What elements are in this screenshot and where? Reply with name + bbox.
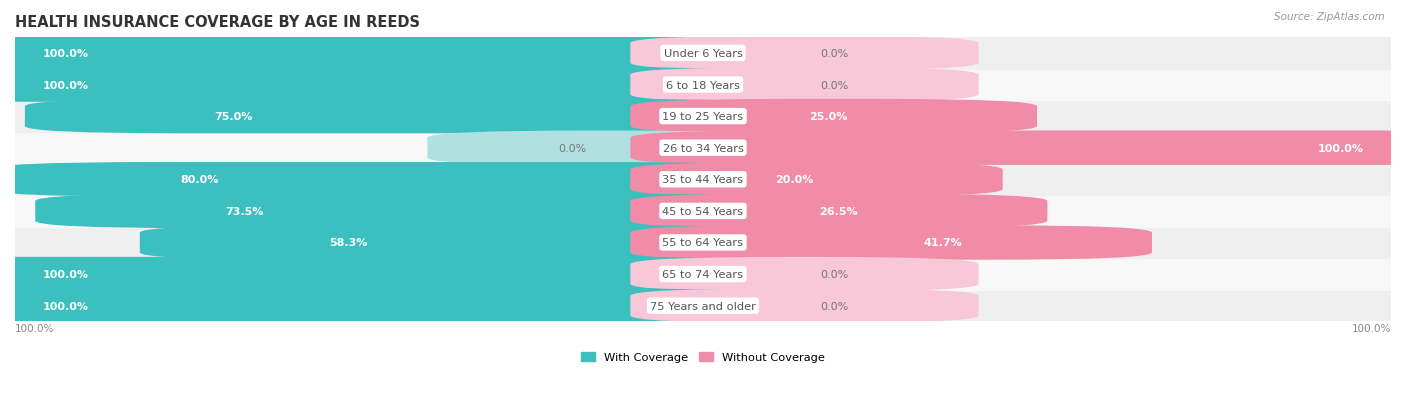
- FancyBboxPatch shape: [630, 131, 1406, 166]
- Text: 75 Years and older: 75 Years and older: [650, 301, 756, 311]
- Text: 75.0%: 75.0%: [215, 112, 253, 122]
- Bar: [15, 259, 1391, 290]
- Text: 0.0%: 0.0%: [820, 80, 848, 90]
- FancyBboxPatch shape: [630, 289, 979, 323]
- Text: 100.0%: 100.0%: [42, 269, 89, 280]
- FancyBboxPatch shape: [0, 257, 776, 292]
- Text: 100.0%: 100.0%: [15, 324, 55, 334]
- Text: 100.0%: 100.0%: [1351, 324, 1391, 334]
- FancyBboxPatch shape: [630, 257, 979, 292]
- FancyBboxPatch shape: [0, 68, 776, 102]
- Text: 0.0%: 0.0%: [820, 301, 848, 311]
- Text: 6 to 18 Years: 6 to 18 Years: [666, 80, 740, 90]
- Bar: [15, 69, 1391, 101]
- Legend: With Coverage, Without Coverage: With Coverage, Without Coverage: [576, 347, 830, 367]
- Text: 73.5%: 73.5%: [225, 206, 263, 216]
- FancyBboxPatch shape: [630, 225, 1152, 260]
- FancyBboxPatch shape: [630, 68, 979, 102]
- Text: 58.3%: 58.3%: [329, 238, 368, 248]
- Text: 26.5%: 26.5%: [820, 206, 858, 216]
- Bar: [15, 38, 1391, 69]
- Text: 100.0%: 100.0%: [42, 80, 89, 90]
- FancyBboxPatch shape: [35, 194, 776, 228]
- FancyBboxPatch shape: [139, 225, 776, 260]
- Bar: [15, 101, 1391, 133]
- Text: 26 to 34 Years: 26 to 34 Years: [662, 143, 744, 153]
- FancyBboxPatch shape: [427, 131, 776, 166]
- Text: 19 to 25 Years: 19 to 25 Years: [662, 112, 744, 122]
- Text: 0.0%: 0.0%: [820, 269, 848, 280]
- FancyBboxPatch shape: [0, 289, 776, 323]
- FancyBboxPatch shape: [630, 37, 979, 71]
- FancyBboxPatch shape: [0, 37, 776, 71]
- Text: 25.0%: 25.0%: [808, 112, 848, 122]
- Text: HEALTH INSURANCE COVERAGE BY AGE IN REEDS: HEALTH INSURANCE COVERAGE BY AGE IN REED…: [15, 15, 420, 30]
- Text: 20.0%: 20.0%: [775, 175, 813, 185]
- Text: 45 to 54 Years: 45 to 54 Years: [662, 206, 744, 216]
- FancyBboxPatch shape: [25, 100, 776, 134]
- Bar: [15, 227, 1391, 259]
- Bar: [15, 164, 1391, 196]
- FancyBboxPatch shape: [630, 163, 1002, 197]
- Text: Source: ZipAtlas.com: Source: ZipAtlas.com: [1274, 12, 1385, 22]
- Text: 55 to 64 Years: 55 to 64 Years: [662, 238, 744, 248]
- Text: 41.7%: 41.7%: [924, 238, 962, 248]
- Bar: [15, 196, 1391, 227]
- FancyBboxPatch shape: [0, 163, 776, 197]
- FancyBboxPatch shape: [630, 100, 1038, 134]
- Bar: [15, 133, 1391, 164]
- Text: 0.0%: 0.0%: [820, 49, 848, 59]
- Text: 100.0%: 100.0%: [42, 301, 89, 311]
- Text: 65 to 74 Years: 65 to 74 Years: [662, 269, 744, 280]
- Text: 80.0%: 80.0%: [180, 175, 218, 185]
- FancyBboxPatch shape: [630, 194, 1047, 228]
- Text: 0.0%: 0.0%: [558, 143, 586, 153]
- Text: 35 to 44 Years: 35 to 44 Years: [662, 175, 744, 185]
- Bar: [15, 290, 1391, 322]
- Text: 100.0%: 100.0%: [1317, 143, 1364, 153]
- Text: Under 6 Years: Under 6 Years: [664, 49, 742, 59]
- Text: 100.0%: 100.0%: [42, 49, 89, 59]
